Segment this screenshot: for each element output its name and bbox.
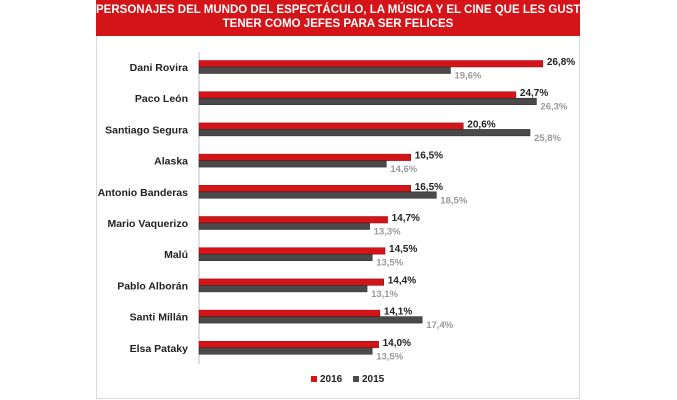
value-label-2016-malu: 14,5%: [389, 244, 417, 255]
chart-title-line-1: PERSONAJES DEL MUNDO DEL ESPECTÁCULO, LA…: [96, 4, 608, 16]
bar-2015-santi-millan: [198, 316, 423, 324]
legend-label-2015: 2015: [362, 374, 385, 385]
category-label-dani-rovira: Dani Rovira: [130, 62, 189, 74]
bar-2016-santiago-segura: [198, 122, 464, 130]
category-label-pablo-alboran: Pablo Alborán: [117, 280, 188, 292]
value-label-2015-santiago-segura: 25,8%: [534, 133, 561, 144]
bar-2015-alaska: [198, 160, 387, 168]
value-label-2016-mario-vaquerizo: 14,7%: [392, 213, 420, 224]
bar-2016-antonio-banderas: [198, 185, 411, 193]
bar-2016-alaska: [198, 153, 411, 161]
value-label-2015-antonio-banderas: 18,5%: [440, 195, 467, 206]
bar-2016-pablo-alboran: [198, 278, 385, 286]
bar-2015-malu: [198, 253, 373, 261]
bar-2015-paco-leon: [198, 97, 537, 105]
category-label-mario-vaquerizo: Mario Vaquerizo: [107, 218, 188, 230]
bar-2015-dani-rovira: [198, 66, 451, 74]
value-label-2015-mario-vaquerizo: 13,3%: [374, 227, 401, 238]
bar-2016-paco-leon: [198, 91, 517, 99]
value-label-2015-pablo-alboran: 13,1%: [371, 289, 398, 300]
category-label-santi-millan: Santi Millán: [130, 312, 188, 324]
bar-2015-mario-vaquerizo: [198, 222, 370, 230]
bar-2015-antonio-banderas: [198, 191, 437, 199]
value-label-2016-elsa-pataky: 14,0%: [383, 338, 411, 349]
legend-label-2016: 2016: [320, 374, 343, 385]
value-label-2016-alaska: 16,5%: [415, 151, 443, 162]
value-label-2015-malu: 13,5%: [376, 258, 403, 269]
value-label-2016-santi-millan: 14,1%: [384, 307, 412, 318]
value-label-2015-alaska: 14,6%: [390, 164, 417, 175]
legend-swatch-2016: [311, 376, 317, 382]
category-label-alaska: Alaska: [154, 156, 188, 168]
bar-2016-dani-rovira: [198, 60, 544, 68]
value-label-2016-paco-leon: 24,7%: [520, 88, 548, 99]
category-label-paco-leon: Paco León: [135, 93, 188, 105]
category-label-santiago-segura: Santiago Segura: [105, 124, 188, 136]
bar-2016-santi-millan: [198, 309, 381, 317]
chart-title-banner: PERSONAJES DEL MUNDO DEL ESPECTÁCULO, LA…: [96, 0, 608, 36]
bar-2016-elsa-pataky: [198, 341, 379, 349]
value-label-2015-elsa-pataky: 13,5%: [376, 351, 403, 362]
value-label-2016-santiago-segura: 20,6%: [467, 119, 495, 130]
category-label-elsa-pataky: Elsa Pataky: [130, 343, 189, 355]
category-label-antonio-banderas: Antonio Banderas: [98, 187, 189, 199]
value-label-2016-dani-rovira: 26,8%: [547, 57, 575, 68]
value-label-2015-santi-millan: 17,4%: [426, 320, 453, 331]
category-label-malu: Malú: [164, 249, 188, 261]
bar-2015-elsa-pataky: [198, 347, 373, 355]
value-label-2015-dani-rovira: 19,6%: [454, 71, 481, 82]
value-label-2015-paco-leon: 26,3%: [540, 102, 567, 113]
value-label-2016-pablo-alboran: 14,4%: [388, 275, 416, 286]
value-label-2016-antonio-banderas: 16,5%: [415, 182, 443, 193]
legend-swatch-2015: [353, 376, 359, 382]
bar-2016-mario-vaquerizo: [198, 216, 388, 224]
bar-2015-pablo-alboran: [198, 285, 368, 293]
chart-frame: [96, 36, 580, 399]
chart-title-line-2: TENER COMO JEFES PARA SER FELICES: [222, 18, 454, 30]
bar-2015-santiago-segura: [198, 129, 531, 137]
bar-2016-malu: [198, 247, 386, 255]
